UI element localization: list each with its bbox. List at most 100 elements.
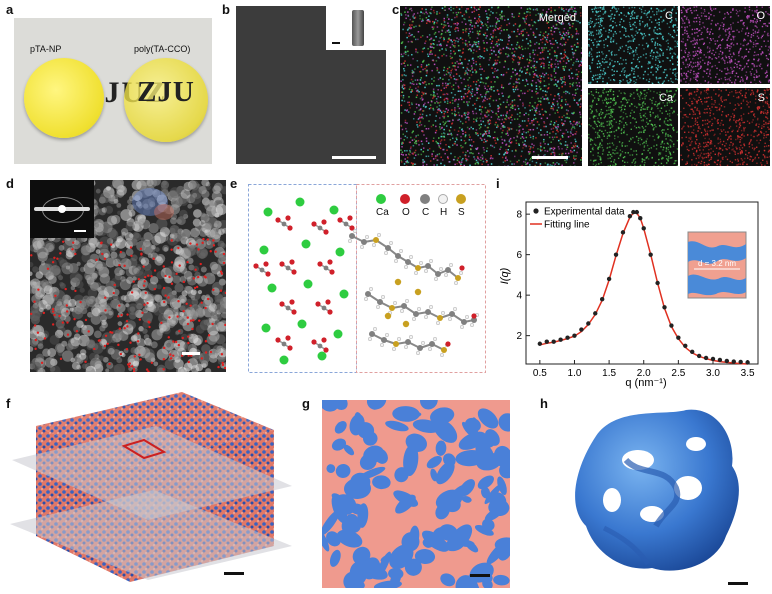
data-point	[586, 321, 591, 326]
data-point	[662, 305, 667, 310]
data-point	[638, 216, 643, 221]
legend-label-fit: Fitting line	[544, 220, 590, 231]
x-tick-label: 0.5	[533, 368, 547, 379]
data-point	[537, 341, 543, 346]
inset-photo	[326, 6, 386, 50]
ca-map-image	[588, 88, 678, 166]
cross-section-image	[322, 400, 510, 588]
data-point	[690, 349, 695, 355]
map-label-c: C	[665, 10, 673, 22]
legend-marker-experimental	[533, 208, 539, 214]
y-tick-label: 2	[516, 331, 522, 342]
inset-d-spacing: d = 3.2 nm	[698, 259, 736, 268]
isosurface-render	[575, 409, 748, 585]
3d-reconstruction-block	[10, 392, 292, 582]
legend-label-experimental: Experimental data	[544, 207, 625, 218]
s-map-image	[680, 88, 770, 166]
panel-a-photo: UZJUZ ZJU pTA-NP poly(TA-CCO)	[14, 18, 212, 164]
panel-label-f: f	[6, 396, 11, 411]
panel-h-isosurface	[556, 396, 770, 592]
y-tick-label: 6	[516, 250, 522, 261]
data-point	[696, 353, 702, 359]
panel-label-h: h	[540, 396, 548, 411]
data-point	[669, 323, 674, 328]
x-axis-label: q (nm⁻¹)	[625, 377, 666, 389]
legend-dot-o	[400, 194, 410, 204]
panel-c-merged-map: Merged	[400, 6, 582, 166]
data-point	[620, 230, 626, 235]
legend-label-o: O	[402, 207, 410, 218]
panel-c-map-ca: Ca	[588, 88, 678, 166]
map-label-ca: Ca	[658, 92, 673, 104]
data-point	[613, 252, 619, 257]
data-point	[655, 280, 660, 286]
x-tick-label: 3.0	[706, 368, 720, 379]
data-point	[579, 327, 584, 332]
legend-dot-ca	[376, 194, 386, 204]
data-point	[558, 337, 563, 342]
scale-bar	[332, 156, 376, 159]
data-point	[551, 339, 556, 344]
panel-c-map-s: S	[680, 88, 770, 166]
data-point	[565, 335, 570, 340]
element-legend: Ca O C H S	[376, 194, 484, 226]
x-tick-label: 1.5	[602, 368, 616, 379]
panel-label-a: a	[6, 2, 14, 17]
data-point	[631, 209, 636, 215]
scale-bar	[470, 574, 490, 577]
panel-label-d: d	[6, 176, 14, 191]
diffraction-inset	[30, 180, 94, 238]
data-point	[676, 335, 681, 340]
map-label-o: O	[756, 10, 765, 22]
disc-label-right: poly(TA-CCO)	[134, 44, 191, 54]
data-point	[710, 356, 716, 362]
panel-label-b: b	[222, 2, 230, 17]
tem-image	[30, 180, 226, 372]
data-point	[599, 297, 605, 302]
data-point	[731, 359, 736, 364]
pta-np-disc	[24, 58, 104, 138]
legend-dot-h	[438, 194, 448, 204]
data-point	[683, 343, 688, 348]
legend-dot-c	[420, 194, 430, 204]
panel-e-molecular-model: Ca O C H S	[248, 184, 486, 374]
data-point	[703, 355, 709, 361]
panel-label-e: e	[230, 176, 238, 191]
panel-label-c: c	[392, 2, 400, 17]
plot-frame	[525, 201, 759, 365]
map-label-merged: Merged	[538, 12, 576, 24]
data-point	[717, 357, 723, 363]
legend-label-c: C	[422, 207, 430, 218]
map-label-s: S	[757, 92, 765, 104]
panel-label-i: i	[496, 176, 500, 191]
legend-label-ca: Ca	[376, 207, 389, 218]
panel-i-saxs-chart: 0.5 1.0 1.5 2.0 2.5 3.0 3.5 2 4 6 8 Experimental d…	[496, 180, 770, 390]
panel-g-slice	[322, 400, 510, 588]
data-point	[738, 359, 743, 365]
o-map-image	[680, 6, 770, 84]
data-point	[544, 339, 549, 344]
lamellar-inset: d = 3.2 nm	[687, 231, 747, 299]
data-point	[648, 252, 653, 257]
data-point	[745, 360, 750, 365]
y-tick-label: 8	[516, 210, 522, 221]
data-point	[724, 358, 730, 364]
data-point	[641, 226, 646, 231]
panel-d-tem-image	[30, 180, 226, 372]
panel-c-map-c: C	[588, 6, 678, 84]
x-tick-label: 2.0	[637, 368, 651, 379]
legend-dot-s	[456, 194, 466, 204]
y-tick-label: 4	[516, 291, 522, 302]
saxs-chart: 0.5 1.0 1.5 2.0 2.5 3.0 3.5 2 4 6 8 Experimental d…	[499, 201, 759, 389]
panel-label-g: g	[302, 396, 310, 411]
data-point	[634, 209, 640, 215]
merged-map-image	[400, 6, 582, 166]
x-tick-label: 1.0	[568, 368, 582, 379]
legend-label-s: S	[458, 207, 465, 218]
molecular-model-image	[248, 184, 486, 373]
panel-f-3d-block	[6, 386, 294, 594]
x-tick-label: 2.5	[671, 368, 685, 379]
data-point	[572, 333, 577, 338]
c-map-image	[588, 6, 678, 84]
data-point	[627, 213, 633, 219]
